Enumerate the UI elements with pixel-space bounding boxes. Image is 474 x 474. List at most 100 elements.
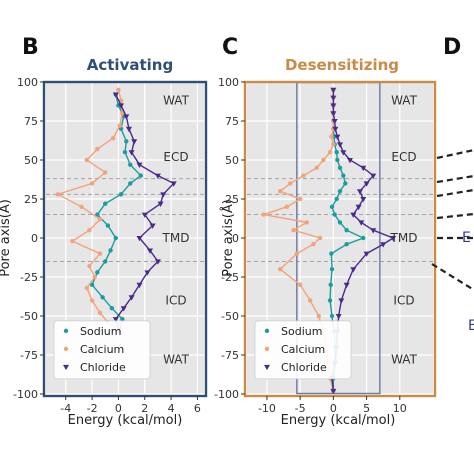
region-label-tmd: TMD [162, 231, 190, 245]
series-line-sodium [91, 94, 142, 332]
x-tick-label: 6 [194, 402, 201, 415]
data-point-sodium [108, 248, 113, 253]
data-point-chloride [118, 103, 125, 109]
connector-dashed-line [436, 188, 474, 198]
legend-box [254, 320, 352, 380]
data-point-calcium [87, 228, 92, 233]
region-label-wat: WAT [163, 353, 189, 367]
x-tick-label: -5 [295, 402, 306, 415]
data-point-chloride [123, 114, 130, 120]
panel-desensitizing: WATECDTMDICDWATSodiumCalciumChloride-100… [214, 56, 437, 428]
data-point-chloride [343, 282, 350, 289]
data-point-chloride [170, 181, 177, 187]
data-point-calcium [120, 111, 125, 116]
y-axis-label: Pore axis(Å) [220, 199, 236, 277]
data-point-calcium [297, 282, 303, 287]
y-tick-label: 0 [232, 232, 239, 245]
data-point-chloride [363, 181, 370, 187]
data-point-chloride [337, 142, 343, 148]
series-line-chloride [115, 94, 175, 332]
data-point-chloride [390, 236, 397, 242]
data-point-sodium [341, 173, 346, 178]
panel-frame [243, 80, 437, 398]
panel-d-fragment: EE [431, 148, 474, 334]
data-point-chloride [136, 282, 143, 289]
legend-marker-chloride [63, 364, 69, 371]
data-point-calcium [311, 242, 316, 247]
panel-letter-b: B [22, 35, 39, 60]
data-point-calcium [297, 196, 303, 202]
data-point-sodium [105, 223, 111, 228]
legend-label-chloride: Chloride [281, 361, 327, 374]
data-point-sodium [329, 313, 335, 319]
data-point-chloride [355, 204, 362, 211]
x-tick-label: -10 [258, 402, 276, 415]
data-point-chloride [136, 162, 143, 168]
data-point-chloride [147, 248, 154, 254]
y-tick-label: 100 [218, 76, 239, 89]
legend-label-calcium: Calcium [80, 343, 124, 356]
x-tick-label: -2 [87, 402, 98, 415]
data-point-sodium [361, 235, 366, 241]
legend-label-chloride: Chloride [80, 361, 126, 374]
x-tick-label: 4 [168, 402, 175, 415]
x-tick-label: 2 [141, 402, 148, 415]
legend-marker-calcium [264, 346, 270, 352]
region-label-wat: WAT [391, 94, 417, 108]
data-point-sodium [138, 173, 143, 178]
y-tick-label: 75 [225, 115, 239, 128]
data-point-chloride [356, 189, 363, 195]
data-point-calcium [291, 228, 296, 233]
data-point-sodium [95, 270, 100, 275]
y-tick-label: -75 [20, 349, 38, 362]
data-point-chloride [330, 87, 337, 94]
data-point-calcium [89, 181, 95, 186]
data-point-calcium [110, 135, 116, 141]
data-point-calcium [294, 251, 300, 256]
data-point-calcium [84, 285, 90, 291]
data-point-chloride [157, 201, 164, 207]
data-point-calcium [304, 220, 309, 225]
data-point-calcium [278, 267, 283, 272]
x-tick-label: -4 [60, 402, 71, 415]
data-point-calcium [79, 204, 84, 209]
data-point-chloride [360, 197, 367, 203]
data-point-chloride [332, 126, 339, 133]
data-point-calcium [284, 204, 290, 209]
data-point-sodium [327, 298, 333, 303]
data-point-sodium [100, 295, 105, 300]
x-axis-label: Energy (kcal/mol) [281, 413, 396, 428]
connector-dashed-line [436, 174, 474, 184]
data-point-sodium [329, 251, 334, 256]
legend-marker-sodium [264, 328, 270, 334]
data-point-sodium [329, 267, 335, 272]
x-tick-label: 5 [363, 402, 370, 415]
data-point-chloride [125, 126, 132, 133]
data-point-chloride [131, 139, 138, 145]
data-point-calcium [316, 313, 321, 319]
data-point-chloride [330, 111, 337, 117]
data-point-sodium [118, 192, 124, 197]
y-tick-label: 25 [225, 193, 239, 206]
y-tick-label: -50 [20, 310, 38, 323]
data-point-chloride [358, 220, 365, 226]
region-label-icd: ICD [393, 293, 414, 307]
data-point-sodium [337, 189, 343, 194]
data-point-chloride [144, 270, 151, 276]
data-point-calcium [261, 212, 266, 217]
data-point-chloride [141, 212, 148, 218]
data-point-sodium [120, 316, 125, 322]
region-label-icd: ICD [165, 293, 186, 307]
region-label-ecd: ECD [391, 150, 416, 164]
region-label-tmd: TMD [390, 231, 418, 245]
data-point-sodium [328, 282, 333, 287]
legend-label-sodium: Sodium [80, 325, 121, 338]
y-tick-label: 0 [31, 232, 38, 245]
panel-letter-d: D [443, 35, 461, 60]
data-point-sodium [337, 165, 343, 170]
data-point-sodium [122, 150, 128, 155]
data-point-chloride [338, 298, 345, 304]
data-point-calcium [301, 173, 306, 178]
data-point-calcium [87, 263, 92, 269]
